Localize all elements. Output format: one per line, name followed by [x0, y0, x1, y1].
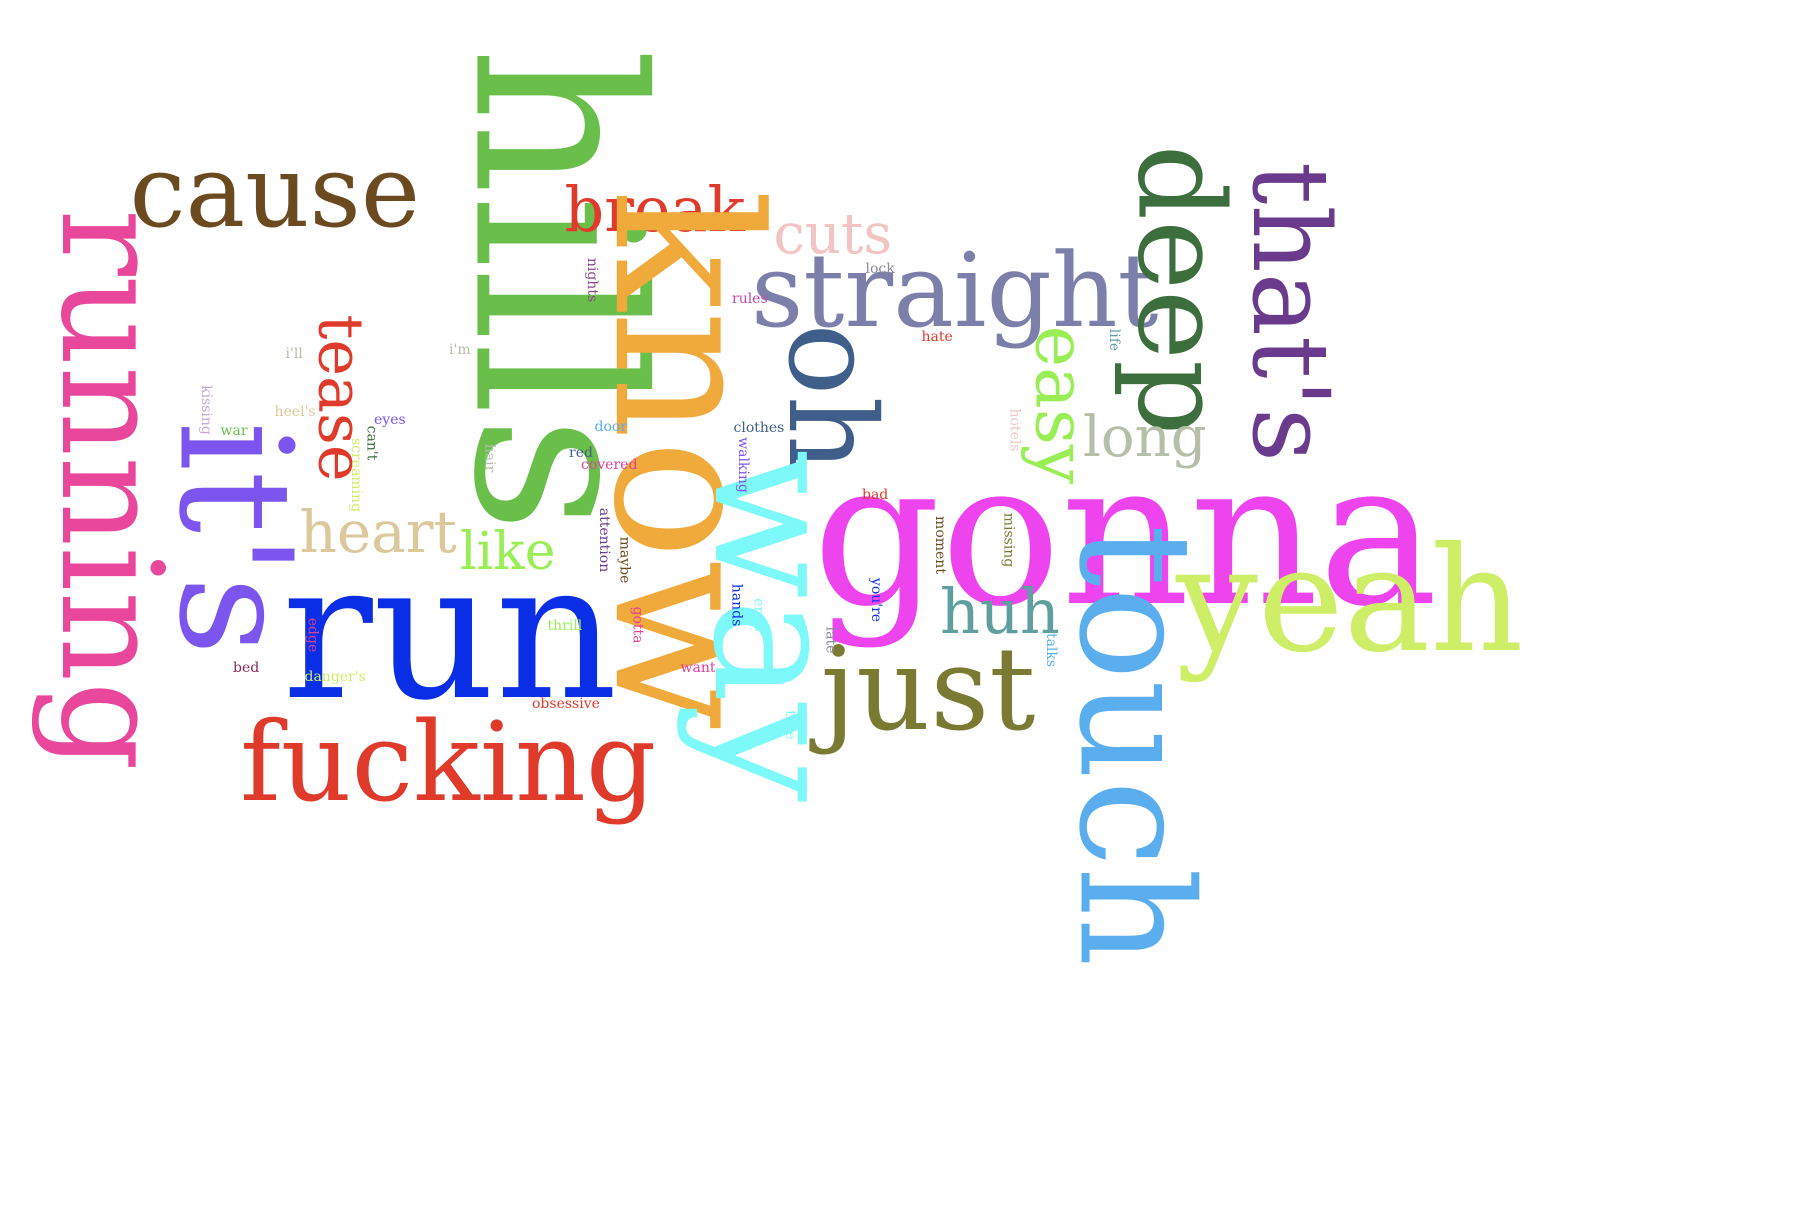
word-huh: huh: [940, 575, 1060, 648]
word-obsessive: obsessive: [532, 696, 600, 712]
word-hate: hate: [921, 329, 953, 345]
word-break: break: [564, 173, 746, 246]
word-cause: cause: [129, 133, 421, 250]
word-run: run: [282, 521, 618, 742]
word-edge: edge: [303, 617, 320, 653]
word-gonna: gonna: [812, 418, 1438, 651]
word-late: late: [821, 626, 838, 654]
word-long: long: [1083, 405, 1207, 470]
word-ends: ends: [750, 598, 767, 632]
word-door: door: [594, 419, 628, 435]
word-nights: nights: [584, 257, 601, 303]
word-gotta: gotta: [629, 606, 645, 644]
word-thrill: thrill: [547, 618, 583, 634]
word-covered: covered: [581, 457, 638, 473]
word-eyes: eyes: [374, 412, 406, 428]
word-heart: heart: [299, 498, 457, 566]
word-moment: moment: [931, 516, 948, 574]
word-deep: deep: [1110, 144, 1249, 436]
word-screaming: screaming: [348, 437, 365, 513]
word-want: want: [680, 660, 716, 676]
word-straight: straight: [751, 232, 1159, 351]
word-hands: hands: [727, 583, 744, 627]
word-red: red: [569, 445, 593, 461]
word-attention: attention: [596, 507, 613, 573]
word-talks: talks: [1043, 632, 1060, 668]
word-cuts: cuts: [773, 202, 893, 267]
word-true: true: [781, 710, 798, 740]
word-touch: touch: [1044, 523, 1226, 967]
word-walking: walking: [734, 437, 751, 493]
word-lock: lock: [865, 261, 895, 277]
word-youre: you're: [868, 577, 885, 623]
word-im: i'm: [449, 342, 471, 358]
word-yeah: yeah: [1176, 515, 1524, 685]
word-clothes: clothes: [733, 420, 785, 436]
word-ill: i'll: [285, 346, 303, 362]
word-life: life: [1106, 328, 1123, 352]
word-maybe: maybe: [615, 536, 632, 584]
word-bad: bad: [862, 487, 889, 503]
word-fucking: fucking: [240, 698, 657, 826]
word-rules: rules: [732, 291, 768, 307]
word-missing: missing: [999, 512, 1016, 568]
word-dangers: danger's: [304, 669, 366, 685]
word-kissing: kissing: [197, 385, 214, 435]
word-just: just: [820, 622, 1036, 757]
word-hotels: hotels: [1006, 408, 1023, 452]
word-war: war: [220, 423, 248, 439]
word-cant: can't: [362, 425, 379, 461]
word-bed: bed: [233, 660, 260, 676]
word-like: like: [460, 522, 556, 582]
word-heels: heel's: [274, 404, 316, 420]
word-hair: hair: [480, 443, 497, 473]
